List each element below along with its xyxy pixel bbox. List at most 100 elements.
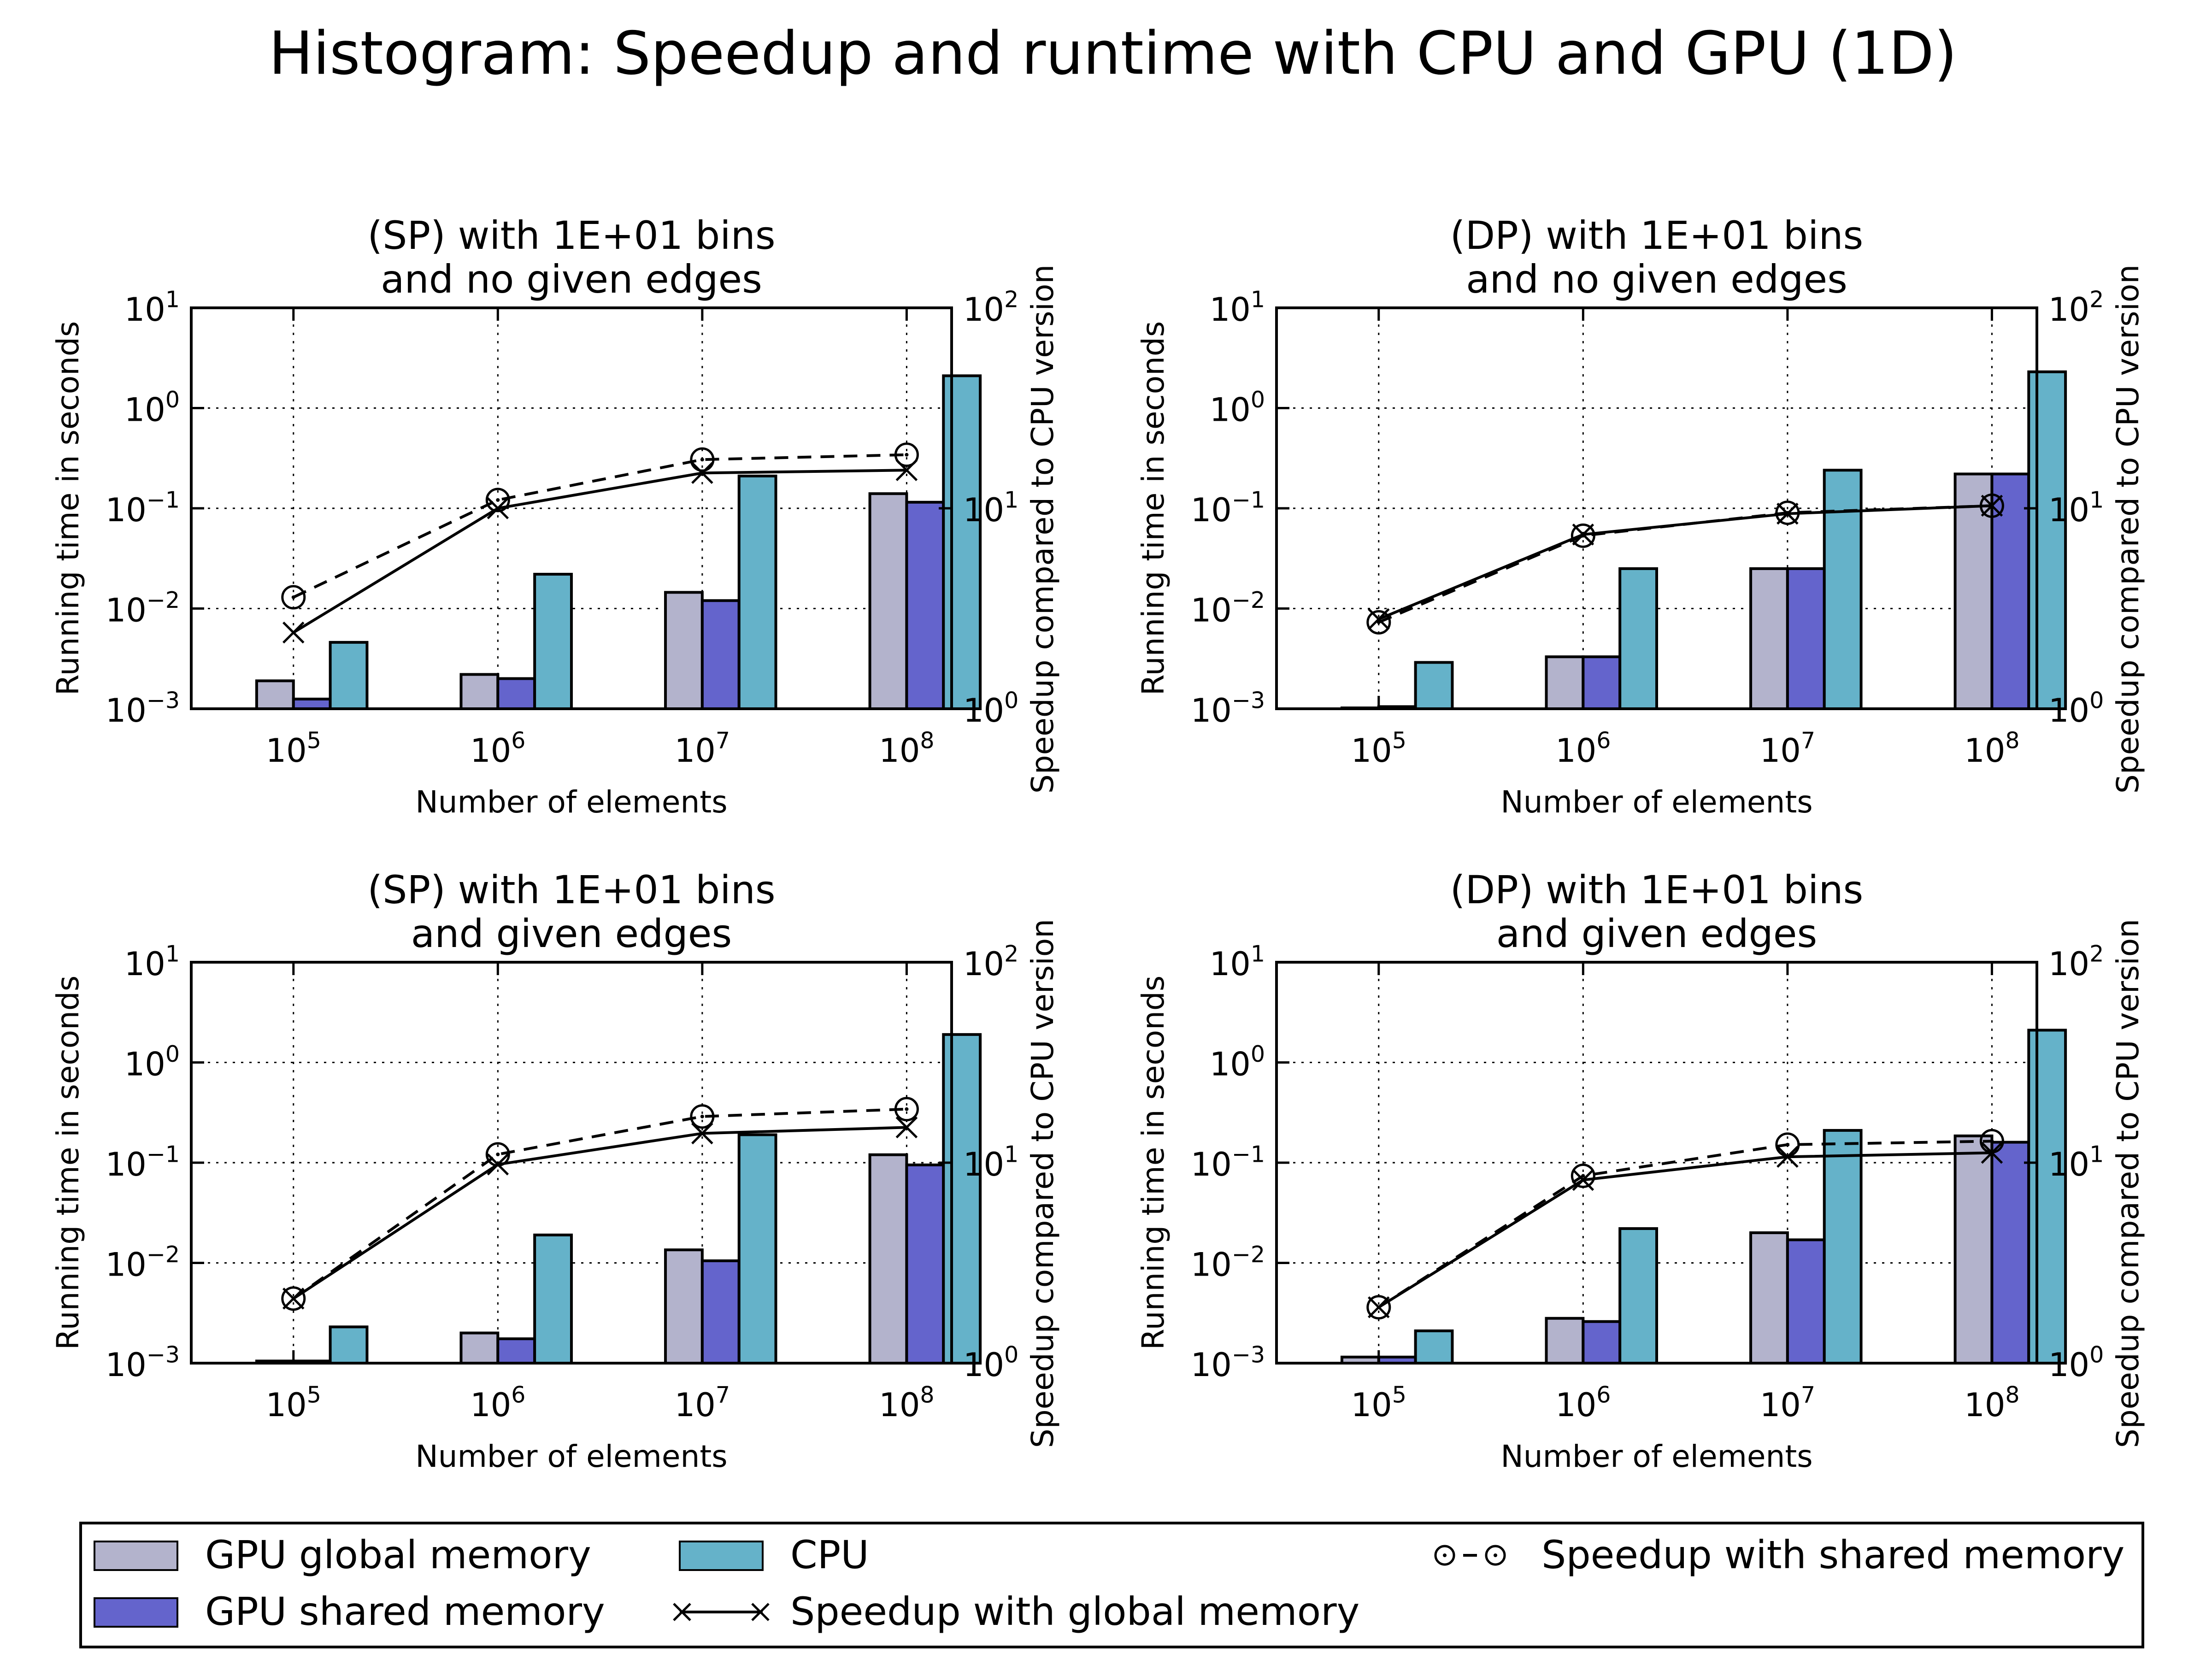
- marker-speedup-shared: [1775, 500, 1800, 525]
- x-tick-label: 108: [1964, 728, 2019, 770]
- legend: GPU global memory GPU shared memory CPU …: [79, 1522, 2144, 1648]
- chart-title: (DP) with 1E+01 bins: [1450, 867, 1864, 912]
- y2-tick-label: 100: [2048, 688, 2104, 729]
- chart-title: (DP) with 1E+01 bins: [1450, 213, 1864, 258]
- y2-tick-label: 101: [963, 1141, 1018, 1183]
- y2-tick-label: 100: [2048, 1342, 2104, 1384]
- marker-speedup-shared-dot: [291, 1296, 295, 1300]
- legend-swatch-cpu: [679, 1541, 764, 1571]
- bar-gpu-global: [664, 591, 704, 710]
- y-axis-label: Running time in seconds: [50, 976, 86, 1350]
- bar-cpu: [1618, 567, 1659, 710]
- bar-cpu: [1823, 1129, 1863, 1365]
- legend-swatch-speedup-shared: [1434, 1545, 1506, 1566]
- y-tick-label: 100: [124, 1041, 180, 1083]
- x-tick-label: 106: [1555, 728, 1611, 770]
- bar-gpu-shared: [1582, 655, 1622, 711]
- marker-speedup-shared-dot: [1990, 504, 1994, 508]
- bar-cpu: [329, 641, 369, 711]
- chart-title: and given edges: [411, 911, 732, 956]
- marker-speedup-shared-dot: [905, 1107, 909, 1111]
- line-speedup-shared: [293, 1107, 907, 1300]
- y-axis-label: Running time in seconds: [1135, 976, 1171, 1350]
- marker-speedup-global: [282, 621, 305, 644]
- bar-cpu: [533, 573, 573, 710]
- chart-title: and no given edges: [1466, 257, 1847, 302]
- x-tick-label: 106: [470, 728, 525, 770]
- y-tick-label: 101: [1210, 941, 1265, 983]
- bar-gpu-shared: [496, 677, 536, 711]
- bar-gpu-global: [1545, 1317, 1585, 1365]
- bar-cpu: [1823, 469, 1863, 710]
- marker-speedup-shared: [485, 488, 510, 512]
- marker-speedup-shared-dot: [700, 1114, 704, 1118]
- y2-axis-label: Speedup compared to CPU version: [1025, 919, 1060, 1448]
- bar-cpu: [533, 1233, 573, 1365]
- y-tick-label: 10−2: [106, 1241, 180, 1283]
- legend-swatch-gpu-global: [94, 1541, 178, 1571]
- marker-speedup-shared: [690, 447, 715, 472]
- y-tick-label: 10−1: [106, 1141, 180, 1183]
- marker-speedup-shared: [894, 1097, 919, 1122]
- bar-gpu-global: [868, 492, 908, 710]
- marker-speedup-shared-dot: [1377, 620, 1381, 624]
- bar-gpu-global: [1953, 472, 1994, 710]
- y-tick-label: 10−2: [1191, 587, 1265, 629]
- bar-gpu-global: [664, 1248, 704, 1365]
- x-tick-label: 108: [1964, 1382, 2019, 1424]
- bar-gpu-shared: [1990, 472, 2030, 710]
- legend-label-cpu: CPU: [790, 1532, 869, 1577]
- line-speedup-global: [293, 1126, 907, 1300]
- x-tick-label: 107: [1760, 1382, 1815, 1424]
- bar-gpu-global: [459, 673, 500, 711]
- bar-gpu-shared: [292, 697, 332, 711]
- marker-speedup-global: [1572, 1169, 1594, 1191]
- y2-tick-label: 101: [2048, 487, 2104, 529]
- x-tick-label: 105: [1351, 728, 1406, 770]
- bar-gpu-shared: [700, 599, 741, 710]
- x-tick-label: 105: [1351, 1382, 1406, 1424]
- line-speedup-shared: [1378, 504, 1992, 624]
- y2-axis-label: Speedup compared to CPU version: [1025, 265, 1060, 794]
- bar-gpu-shared: [496, 1337, 536, 1365]
- y-tick-label: 10−2: [106, 587, 180, 629]
- marker-speedup-shared-dot: [496, 1152, 500, 1156]
- y-tick-label: 10−3: [106, 688, 180, 729]
- chart-title: and given edges: [1496, 911, 1818, 956]
- y-axis-label: Running time in seconds: [1135, 321, 1171, 695]
- bar-gpu-global: [255, 679, 295, 711]
- marker-speedup-shared: [690, 1104, 715, 1129]
- marker-speedup-shared: [1775, 1132, 1800, 1157]
- bar-cpu: [942, 1033, 982, 1365]
- marker-speedup-global: [691, 462, 713, 484]
- y2-tick-label: 102: [963, 941, 1018, 983]
- marker-speedup-shared-dot: [905, 453, 909, 457]
- y2-tick-label: 100: [963, 688, 1018, 729]
- y2-tick-label: 102: [2048, 287, 2104, 329]
- marker-speedup-shared: [1571, 1163, 1595, 1188]
- bar-gpu-global: [1749, 1231, 1789, 1365]
- marker-speedup-shared-dot: [1785, 1142, 1789, 1147]
- marker-speedup-shared-dot: [700, 458, 704, 462]
- x-tick-label: 107: [675, 1382, 730, 1424]
- bar-gpu-global: [868, 1153, 908, 1365]
- bar-gpu-shared: [1786, 567, 1826, 710]
- y-tick-label: 10−3: [106, 1342, 180, 1384]
- y-tick-label: 100: [1210, 387, 1265, 429]
- legend-label-speedup-shared: Speedup with shared memory: [1541, 1532, 2124, 1577]
- marker-speedup-shared: [1366, 610, 1391, 635]
- line-speedup-shared: [1378, 1140, 1992, 1309]
- marker-speedup-shared: [281, 585, 306, 610]
- y-tick-label: 101: [124, 941, 180, 983]
- legend-label-gpu-global: GPU global memory: [205, 1532, 591, 1577]
- line-speedup-global: [1378, 1151, 1992, 1309]
- marker-speedup-global: [895, 1116, 918, 1139]
- y-tick-label: 101: [1210, 287, 1265, 329]
- bar-cpu: [2027, 370, 2067, 710]
- y2-tick-label: 102: [963, 287, 1018, 329]
- y2-tick-label: 100: [963, 1342, 1018, 1384]
